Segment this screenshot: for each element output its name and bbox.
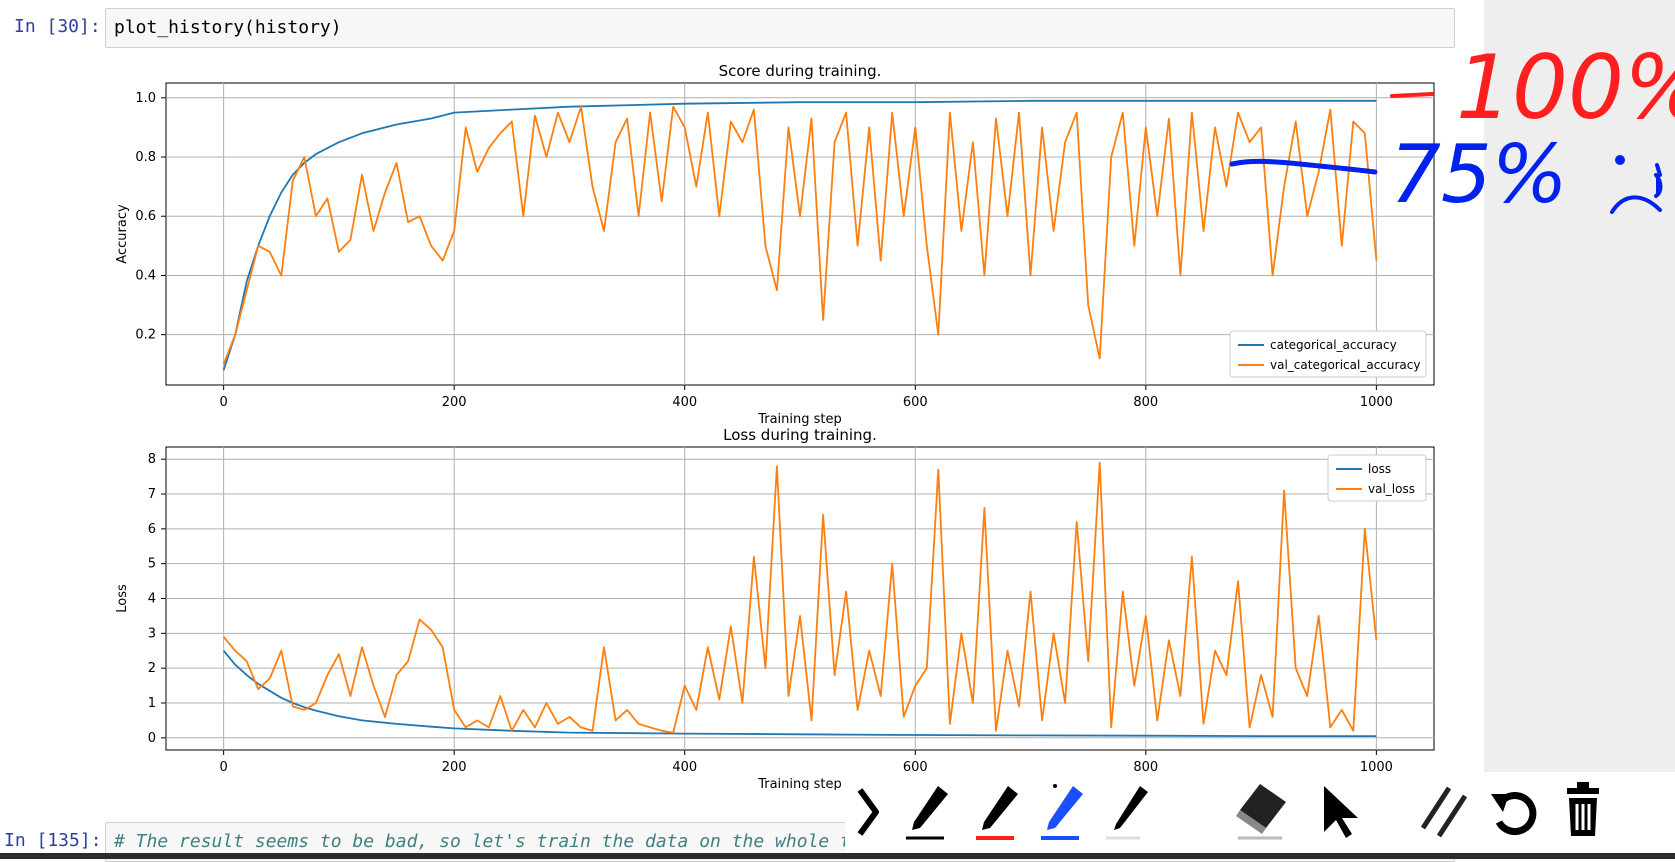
trash-icon[interactable] [1555, 772, 1615, 852]
legend-label: loss [1368, 462, 1391, 476]
cell-prompt: In [30]: [14, 16, 101, 37]
code-cell[interactable]: plot_history(history) [105, 8, 1455, 48]
legend-box [1229, 330, 1427, 378]
x-tick-label: 200 [442, 760, 467, 775]
y-tick-label: 5 [148, 557, 156, 572]
y-tick-label: 0 [148, 731, 156, 746]
x-tick-label: 1000 [1360, 395, 1393, 410]
pointer-icon[interactable] [1310, 772, 1370, 852]
loss-chart: 0 200 400 600 800 1000 0 1 2 3 4 5 6 7 8 Loss during tr… [115, 426, 1435, 790]
lines-icon[interactable] [1415, 772, 1475, 852]
series-line-val_categorical_accuracy [222, 105, 1378, 365]
pen-blue-icon[interactable] [1035, 772, 1095, 852]
x-tick-label: 400 [672, 760, 697, 775]
y-tick-label: 7 [148, 487, 156, 502]
x-tick-label: 1000 [1360, 760, 1393, 775]
y-tick-label: 2 [148, 661, 156, 676]
series-line-loss [222, 650, 1377, 737]
right-panel [1484, 0, 1675, 859]
chart-title: Score during training. [719, 62, 882, 80]
y-tick-label: 6 [148, 522, 156, 537]
notebook: In [30]: plot_history(history) 0 200 400 60… [4, 8, 1455, 862]
pen-thin-icon[interactable] [1100, 772, 1160, 852]
x-tick-label: 0 [219, 760, 227, 775]
undo-icon[interactable] [1485, 772, 1545, 852]
drawing-toolbar [845, 772, 1675, 859]
x-tick-label: 800 [1133, 395, 1158, 410]
pen-red-icon[interactable] [970, 772, 1030, 852]
x-tick-label: 200 [442, 395, 467, 410]
pen-black-icon[interactable] [900, 772, 960, 852]
x-tick-label: 800 [1133, 760, 1158, 775]
y-tick-label: 0.6 [135, 209, 156, 224]
accuracy-chart: 0 200 400 600 800 1000 0.2 0.4 0.6 0.8 1.0 Score du… [115, 62, 1435, 427]
x-axis-label: Training step [757, 412, 842, 427]
y-tick-label: 0.8 [135, 150, 156, 165]
bottom-bar [0, 853, 1675, 859]
y-axis-label: Accuracy [115, 204, 130, 264]
y-tick-label: 1 [148, 696, 156, 711]
y-tick-label: 0.2 [135, 328, 156, 343]
x-tick-label: 400 [672, 395, 697, 410]
legend-label: val_loss [1368, 482, 1415, 496]
chart-title: Loss during training. [723, 426, 877, 444]
y-tick-label: 1.0 [135, 91, 156, 106]
x-tick-label: 0 [219, 395, 227, 410]
series-line-categorical_accuracy [222, 99, 1377, 371]
series-line-val_loss [222, 461, 1378, 734]
y-tick-label: 4 [148, 592, 156, 607]
y-tick-label: 8 [148, 452, 156, 467]
y-tick-label: 3 [148, 626, 156, 641]
legend-label: val_categorical_accuracy [1270, 358, 1420, 372]
x-tick-label: 600 [903, 395, 928, 410]
eraser-icon[interactable] [1230, 772, 1300, 852]
cell-prompt: In [135]: [4, 830, 102, 851]
legend-label: categorical_accuracy [1270, 338, 1397, 352]
x-tick-label: 600 [903, 760, 928, 775]
y-tick-label: 0.4 [135, 268, 156, 283]
chevron-right-icon[interactable] [850, 772, 890, 852]
x-axis-label: Training step [757, 777, 842, 790]
y-axis-label: Loss [115, 584, 130, 613]
